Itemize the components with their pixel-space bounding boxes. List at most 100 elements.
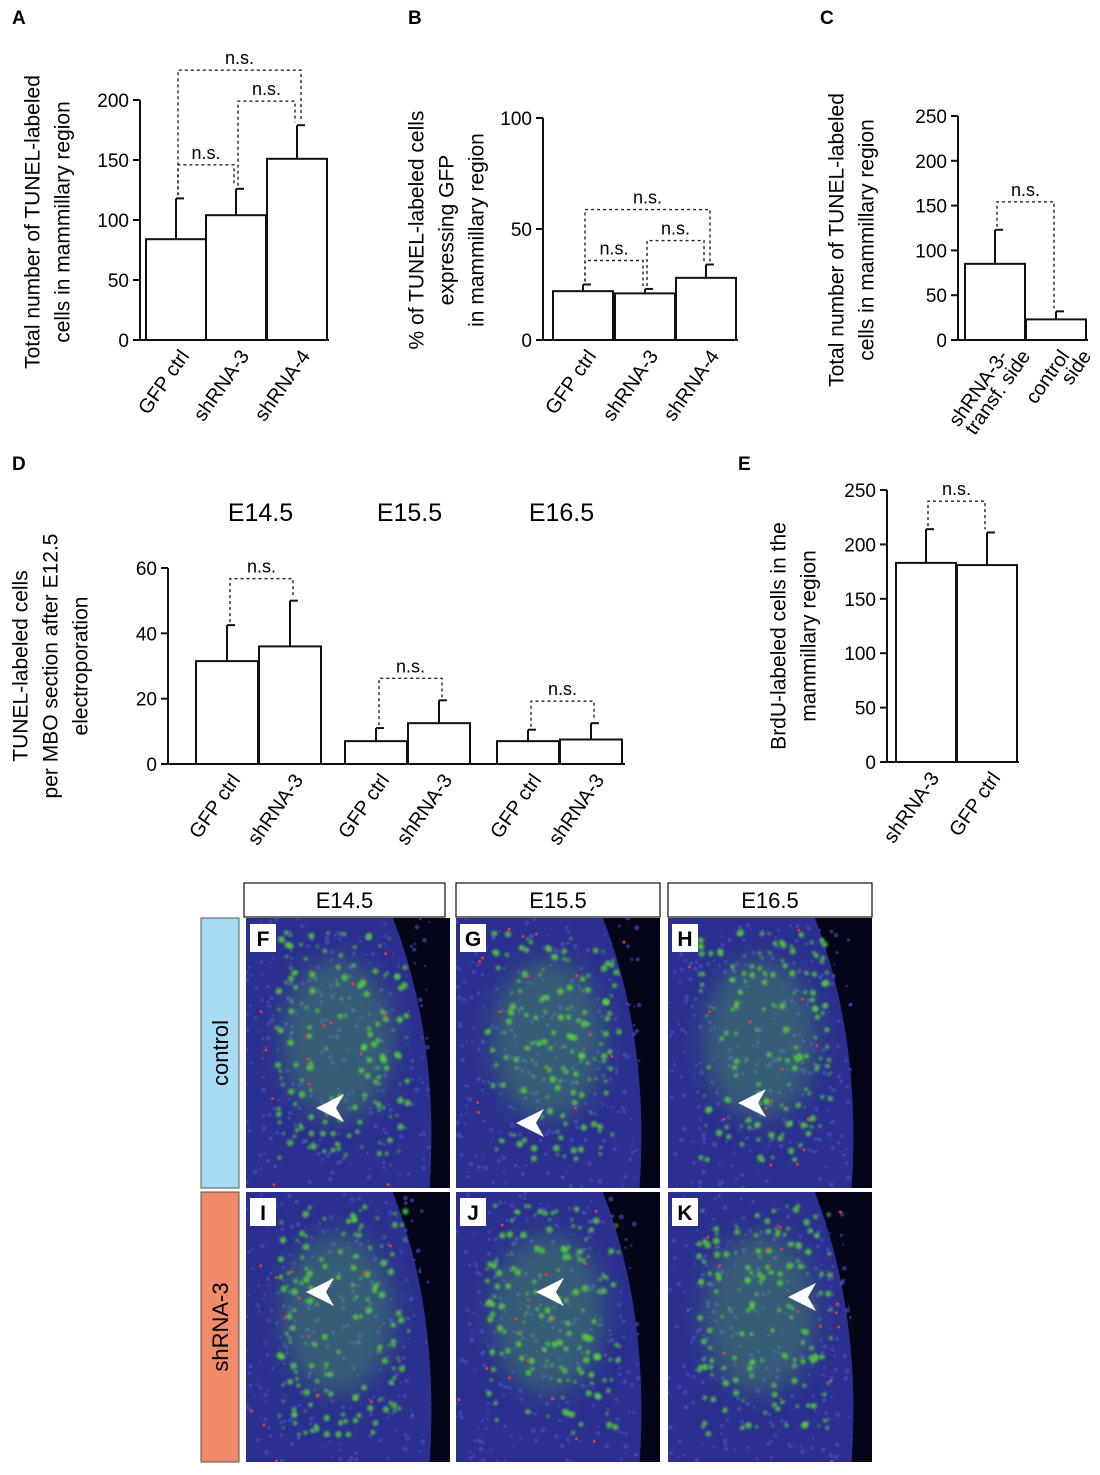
gfp-cell	[530, 1144, 538, 1152]
gfp-cell	[384, 1151, 389, 1156]
gfp-cell	[820, 1011, 825, 1016]
nucleus-dot	[420, 1131, 426, 1137]
gfp-cell	[402, 964, 408, 970]
y-axis-label: Total number of TUNEL-labeled	[826, 93, 849, 387]
gfp-cell	[562, 1254, 569, 1261]
gfp-cell	[570, 1217, 574, 1221]
nucleus-dot	[480, 1039, 486, 1045]
panel-letter: H	[677, 928, 692, 951]
gfp-cell	[587, 1220, 591, 1223]
gfp-cell	[581, 1333, 589, 1341]
gfp-cell	[701, 1363, 709, 1371]
significance-label: n.s.	[661, 219, 690, 239]
nucleus-dot	[631, 1031, 637, 1037]
nucleus-dot	[287, 1212, 290, 1215]
gfp-cell	[375, 1216, 380, 1221]
nucleus-dot	[394, 1428, 398, 1432]
gfp-cell	[395, 1113, 399, 1117]
gfp-cell	[522, 1137, 528, 1143]
gfp-cell	[566, 1245, 571, 1249]
nucleus-dot	[403, 1195, 408, 1201]
nucleus-dot	[456, 1415, 459, 1419]
nucleus-dot	[296, 918, 300, 920]
gfp-cell	[549, 1076, 557, 1083]
nucleus-dot	[346, 1459, 352, 1462]
gfp-cell	[771, 1424, 775, 1427]
nucleus-dot	[320, 1157, 325, 1162]
nucleus-dot	[592, 1387, 595, 1390]
gfp-cell	[309, 1088, 313, 1092]
gfp-cell	[306, 1270, 313, 1278]
gfp-cell	[734, 1031, 738, 1036]
significance-bracket	[177, 164, 235, 196]
nucleus-dot	[502, 1393, 506, 1397]
gfp-cell	[739, 1425, 745, 1431]
nucleus-dot	[833, 1367, 838, 1372]
gfp-cell	[525, 1370, 532, 1376]
gfp-cell	[733, 1073, 738, 1078]
nucleus-dot	[293, 1122, 299, 1128]
nucleus-dot	[269, 1271, 273, 1275]
nucleus-dot	[683, 1404, 689, 1410]
gfp-cell	[809, 1125, 814, 1129]
gfp-cell	[818, 1124, 822, 1128]
nucleus-dot	[544, 1132, 549, 1137]
nucleus-dot	[752, 1127, 756, 1132]
row-label: control	[208, 1020, 233, 1086]
gfp-cell	[518, 944, 525, 952]
y-axis-label: % of TUNEL-labeled cells	[406, 111, 429, 350]
gfp-cell	[702, 1094, 706, 1098]
gfp-cell	[528, 940, 534, 945]
gfp-cell	[566, 958, 570, 962]
nucleus-dot	[257, 1309, 262, 1314]
nucleus-dot	[480, 1457, 486, 1462]
gfp-cell	[809, 1356, 817, 1364]
gfp-cell	[604, 1015, 611, 1022]
nucleus-dot	[845, 1084, 850, 1089]
gfp-cell	[366, 935, 372, 941]
gfp-cell	[735, 1225, 739, 1229]
nucleus-dot	[260, 998, 264, 1003]
nucleus-dot	[615, 1027, 618, 1030]
nucleus-dot	[606, 1105, 610, 1108]
nucleus-dot	[330, 1399, 335, 1404]
gfp-cell	[388, 1400, 393, 1405]
nucleus-dot	[268, 919, 273, 924]
nucleus-dot	[456, 1229, 459, 1234]
nucleus-dot	[482, 1154, 485, 1157]
gfp-cell	[523, 947, 530, 953]
nucleus-dot	[397, 1144, 400, 1147]
tunel-dot	[592, 1439, 596, 1443]
nucleus-dot	[465, 1308, 470, 1312]
nucleus-dot	[368, 1110, 374, 1116]
nucleus-dot	[847, 1305, 850, 1308]
nucleus-dot	[677, 1022, 681, 1026]
nucleus-dot	[557, 1226, 560, 1229]
gfp-cell	[390, 1338, 397, 1344]
gfp-cell	[702, 1395, 708, 1401]
nucleus-dot	[587, 1235, 592, 1240]
gfp-cell	[770, 1155, 775, 1160]
gfp-cell	[543, 1009, 547, 1014]
nucleus-dot	[584, 1102, 588, 1106]
nucleus-dot	[413, 961, 417, 965]
nucleus-dot	[696, 1090, 700, 1094]
gfp-cell	[765, 1264, 771, 1270]
nucleus-dot	[559, 1443, 565, 1449]
gfp-cell	[607, 1011, 613, 1016]
nucleus-dot	[512, 1241, 518, 1247]
nucleus-dot	[255, 1302, 261, 1309]
gfp-cell	[376, 1282, 380, 1286]
x-tick-label: GFP ctrl	[134, 346, 194, 418]
gfp-cell	[520, 1231, 527, 1239]
gfp-cell	[725, 1134, 732, 1140]
nucleus-dot	[471, 969, 476, 974]
column-header-box	[455, 882, 661, 918]
gfp-cell	[788, 1147, 795, 1155]
nucleus-dot	[744, 1135, 750, 1141]
bar	[195, 660, 259, 765]
nucleus-dot	[741, 937, 746, 942]
x-tick-label: shRNA-3	[244, 770, 309, 849]
nucleus-dot	[418, 1449, 422, 1453]
